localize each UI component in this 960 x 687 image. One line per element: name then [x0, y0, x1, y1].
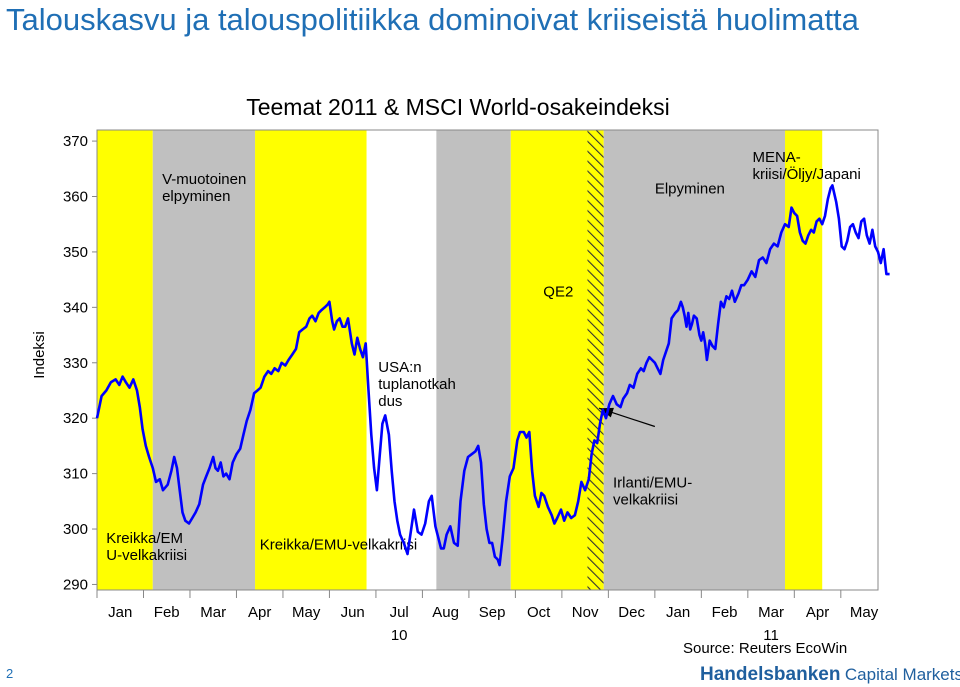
y-axis: 290 300 310 320 330 340 350 360 370: [63, 133, 97, 593]
y-tick-label-300: 300: [63, 521, 88, 538]
annotation-0: V-muotoinen elpyminen: [162, 171, 246, 205]
y-tick-label-310: 310: [63, 466, 88, 483]
y-tick-label-330: 330: [63, 355, 88, 372]
band-yellow-5: [510, 130, 588, 590]
x-tick-label-5: Jun: [341, 604, 365, 621]
x-tick-label-12: Jan: [666, 604, 690, 621]
x-tick-label-9: Oct: [527, 604, 551, 621]
band-white-3: [366, 130, 437, 590]
band-yellow-2: [255, 130, 367, 590]
x-tick-label-13: Feb: [712, 604, 738, 621]
y-tick-label-340: 340: [63, 299, 88, 316]
band-yellow-0: [97, 130, 153, 590]
annotation-4: QE2: [543, 283, 573, 300]
x-tick-label-6: Jul: [390, 604, 409, 621]
x-tick-label-2: Mar: [200, 604, 226, 621]
x-tick-label-14: Mar: [758, 604, 784, 621]
brand-logo: Handelsbanken Capital Markets: [700, 664, 960, 686]
x-tick-label-1: Feb: [154, 604, 180, 621]
annotation-2: Kreikka/EMU-velkakriisi: [260, 537, 418, 554]
x-tick-label-15: Apr: [806, 604, 829, 621]
annotation-1: Kreikka/EM U-velkakriisi: [106, 530, 187, 564]
page-number: 2: [6, 666, 14, 681]
y-tick-label-370: 370: [63, 133, 88, 150]
brand-sub: Capital Markets: [844, 665, 960, 684]
x-tick-label-16: May: [850, 604, 879, 621]
slide-title: Talouskasvu ja talouspolitiikka dominoiv…: [6, 2, 859, 37]
series-line-0: [95, 184, 890, 567]
annotation-7: Irlanti/EMU-velkakriisi: [613, 474, 692, 508]
y-tick-label-320: 320: [63, 410, 88, 427]
band-gray-1: [152, 130, 256, 590]
series-layer: [95, 184, 890, 567]
y-tick-label-350: 350: [63, 244, 88, 261]
band-yellow-8: [785, 130, 823, 590]
annotations: V-muotoinen elpyminen Kreikka/EM U-velkakri…: [106, 149, 861, 564]
x-tick-label-7: Aug: [432, 604, 459, 621]
source-note: Source: Reuters EcoWin: [683, 640, 848, 657]
annotation-3: USA:n tuplanotkah dus: [378, 359, 456, 410]
x-tick-label-10: Nov: [572, 604, 599, 621]
y-axis-label: Indeksi: [31, 331, 48, 379]
brand-name: Handelsbanken: [700, 664, 841, 685]
x-year-label-0: 10: [391, 627, 408, 644]
chart-title: Teemat 2011 & MSCI World-osakeindeksi: [246, 94, 670, 120]
shaded-periods: [97, 130, 823, 590]
x-tick-label-4: May: [292, 604, 321, 621]
x-axis: Jan Feb Mar Apr May Jun Jul Aug Sep Oct Nov Dec Jan F…: [96, 590, 879, 644]
plot-frame: [96, 129, 879, 591]
band-gray-7: [603, 130, 786, 590]
annotation-5: Elpyminen: [655, 181, 725, 198]
x-tick-label-8: Sep: [479, 604, 506, 621]
x-year-label-1: 11: [763, 627, 779, 644]
band-hatched-6: [587, 130, 604, 590]
annotation-6: MENA-kriisi/Öljy/Japani: [752, 149, 860, 183]
x-tick-label-11: Dec: [618, 604, 645, 621]
x-tick-label-0: Jan: [108, 604, 132, 621]
x-tick-label-3: Apr: [248, 604, 271, 621]
band-gray-4: [436, 130, 511, 590]
y-tick-label-290: 290: [63, 576, 88, 593]
y-tick-label-360: 360: [63, 189, 88, 206]
